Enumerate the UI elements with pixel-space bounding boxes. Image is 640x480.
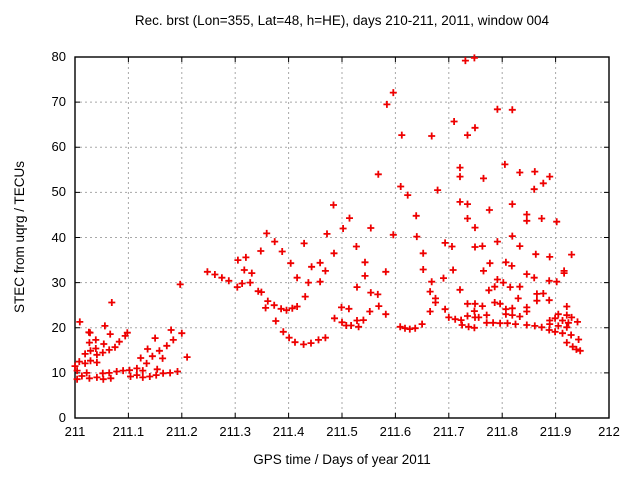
y-tick-label: 80: [51, 49, 66, 64]
y-tick-label: 70: [51, 94, 66, 110]
x-tick-label: 211.6: [379, 424, 412, 439]
y-tick-label: 30: [51, 274, 66, 290]
y-tick-label: 10: [51, 364, 66, 380]
x-tick-label: 211: [64, 424, 86, 439]
y-tick-label: 20: [51, 319, 66, 335]
x-tick-label: 211.5: [326, 424, 358, 439]
plot-border: [74, 56, 610, 419]
x-axis-title: GPS time / Days of year 2011: [253, 452, 431, 467]
y-tick-label: 40: [51, 229, 66, 245]
y-tick-label: 60: [51, 139, 66, 155]
x-tick-label: 212: [598, 424, 620, 439]
x-tick-label: 211.9: [539, 424, 572, 439]
y-tick-label: 0: [58, 410, 66, 425]
x-tick-label: 211.2: [166, 424, 198, 439]
scatter-points: [71, 54, 584, 383]
y-tick-label: 50: [51, 184, 66, 200]
chart-title: Rec. brst (Lon=355, Lat=48, h=HE), days …: [134, 13, 550, 28]
x-tick-label: 211.3: [219, 424, 251, 439]
x-tick-label: 211.4: [272, 424, 305, 439]
x-tick-label: 211.7: [433, 424, 465, 439]
x-tick-label: 211.8: [486, 424, 518, 439]
x-tick-label: 211.1: [112, 424, 145, 439]
